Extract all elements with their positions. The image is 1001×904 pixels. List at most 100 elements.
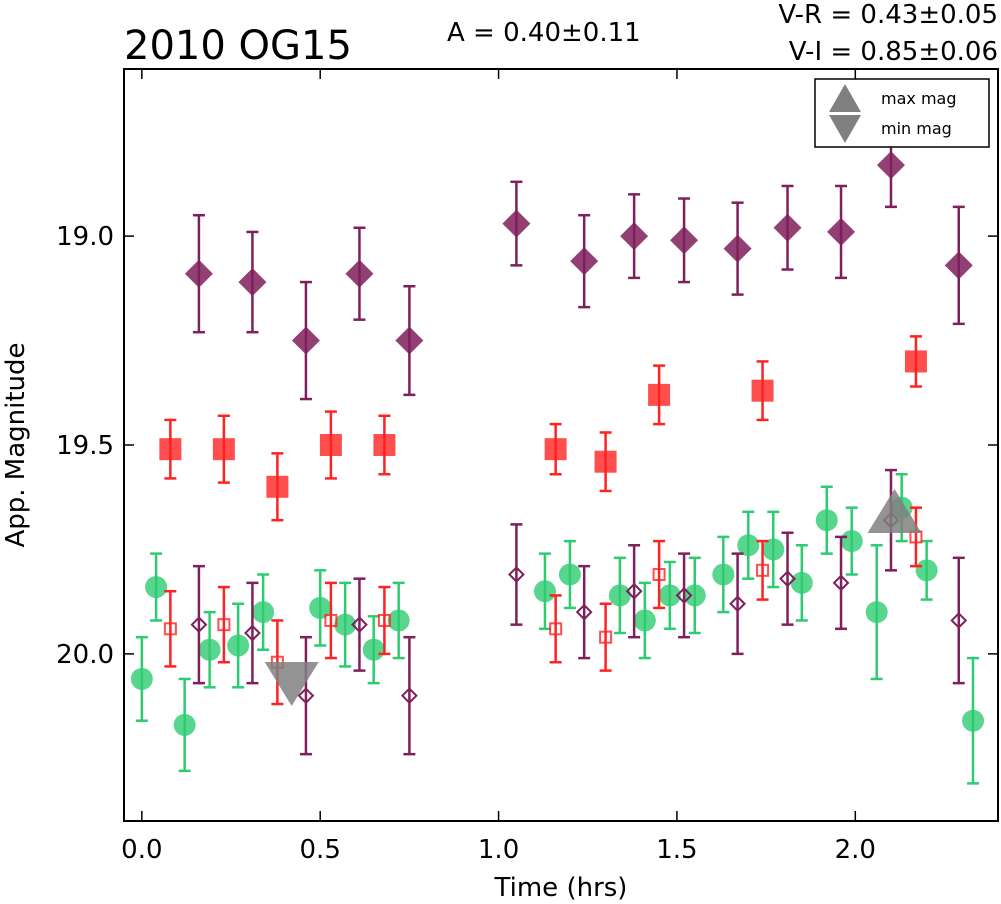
series-filled-circle: [130, 472, 985, 785]
color-index-v-i: V-I = 0.85±0.06: [789, 37, 998, 67]
filled-diamond-point-13: [944, 251, 973, 280]
filled-circle-point-10: [533, 580, 556, 603]
triangle-down-point-0: [264, 661, 319, 706]
filled-square-point-8: [751, 379, 774, 402]
open-diamond-point-2: [297, 687, 315, 705]
filled-diamond-point-4: [395, 326, 424, 355]
filled-circle-point-7: [334, 613, 357, 636]
series-filled-diamond: [184, 122, 973, 401]
filled-circle-point-9: [387, 609, 410, 632]
chart-title: 2010 OG15: [124, 23, 352, 69]
x-tick-label-1: 0.5: [300, 835, 341, 865]
filled-circle-point-5: [252, 601, 275, 624]
open-diamond-point-1: [244, 624, 261, 642]
open-square-point-8: [756, 563, 770, 577]
open-square-point-6: [599, 630, 613, 644]
legend-min-mag-marker: [829, 115, 861, 143]
legend-max-mag-marker: [829, 84, 861, 112]
axis-ticks: 0.0 0.5 1.0 1.5 2.0 19.0 19.5 20.0: [56, 69, 998, 865]
open-diamond-point-10: [779, 570, 796, 588]
filled-circle-point-1: [145, 576, 168, 599]
filled-circle-point-18: [762, 538, 785, 561]
series-triangle-down: [264, 661, 319, 706]
open-square-point-3: [324, 613, 338, 627]
filled-diamond-point-8: [670, 226, 699, 255]
open-square-point-1: [217, 618, 231, 632]
filled-circle-point-6: [309, 596, 332, 619]
filled-square-point-6: [594, 450, 617, 473]
open-square-point-7: [652, 568, 666, 582]
y-tick-label-0: 19.0: [56, 222, 114, 252]
filled-square-point-1: [212, 438, 235, 461]
filled-circle-point-15: [683, 584, 706, 607]
filled-circle-point-11: [558, 563, 581, 586]
filled-diamond-point-2: [291, 326, 320, 355]
filled-circle-point-22: [865, 601, 888, 624]
filled-circle-point-19: [790, 571, 813, 594]
filled-square-point-2: [266, 475, 289, 498]
filled-circle-point-25: [962, 709, 985, 732]
open-diamond-point-5: [507, 566, 525, 583]
open-diamond-point-0: [190, 616, 208, 634]
filled-square-point-7: [648, 383, 671, 406]
filled-circle-point-24: [915, 559, 938, 582]
triangle-up-point-0: [867, 489, 922, 534]
legend: max mag min mag: [814, 78, 990, 148]
open-square-point-0: [163, 622, 177, 636]
filled-square-point-5: [544, 438, 567, 461]
x-tick-label-4: 2.0: [835, 835, 876, 865]
open-diamond-point-11: [832, 574, 850, 592]
filled-circle-point-14: [658, 584, 681, 607]
y-tick-label-2: 20.0: [56, 640, 114, 670]
filled-circle-point-8: [362, 638, 385, 661]
filled-diamond-point-12: [876, 151, 905, 180]
y-tick-label-1: 19.5: [56, 431, 114, 461]
filled-circle-point-2: [173, 713, 196, 736]
filled-square-point-3: [319, 434, 342, 456]
open-diamond-point-4: [400, 687, 418, 705]
x-tick-label-2: 1.0: [478, 835, 519, 865]
x-axis-label: Time (hrs): [494, 873, 628, 903]
filled-circle-point-12: [608, 584, 631, 607]
filled-diamond-point-3: [345, 259, 374, 288]
filled-diamond-point-11: [827, 217, 856, 246]
amplitude-text: A = 0.40±0.11: [447, 18, 641, 48]
plot-area: [130, 122, 985, 785]
open-diamond-point-7: [625, 582, 643, 600]
series-open-square: [163, 506, 923, 706]
legend-min-mag-label: min mag: [881, 119, 952, 138]
filled-square-point-0: [159, 438, 182, 461]
filled-circle-point-0: [130, 667, 153, 690]
filled-circle-point-17: [737, 534, 760, 557]
series-filled-square: [159, 335, 927, 522]
filled-diamond-point-1: [238, 268, 267, 297]
filled-circle-point-13: [633, 609, 656, 632]
filled-diamond-point-5: [502, 209, 531, 238]
filled-square-point-9: [904, 350, 927, 373]
color-index-v-r: V-R = 0.43±0.05: [778, 0, 998, 30]
x-tick-label-0: 0.0: [121, 835, 162, 865]
open-square-point-4: [377, 613, 391, 627]
y-axis-label: App. Magnitude: [1, 342, 31, 547]
plot-frame: [123, 68, 999, 822]
open-diamond-point-13: [950, 612, 968, 629]
open-diamond-point-6: [575, 603, 593, 621]
legend-max-mag-label: max mag: [881, 89, 957, 108]
filled-diamond-point-10: [773, 213, 802, 242]
open-diamond-point-9: [729, 595, 746, 613]
filled-square-point-4: [373, 434, 396, 456]
filled-diamond-point-9: [723, 234, 752, 263]
filled-diamond-point-0: [184, 259, 213, 288]
open-diamond-point-8: [675, 586, 693, 604]
filled-circle-point-4: [227, 634, 250, 657]
filled-circle-point-20: [815, 509, 838, 532]
open-square-point-5: [549, 622, 563, 636]
filled-circle-point-21: [840, 530, 863, 553]
series-open-diamond: [190, 468, 968, 756]
filled-diamond-point-6: [570, 247, 599, 276]
filled-diamond-point-7: [620, 222, 649, 251]
filled-circle-point-16: [712, 563, 735, 586]
open-diamond-point-3: [351, 616, 368, 634]
filled-circle-point-3: [198, 638, 221, 661]
